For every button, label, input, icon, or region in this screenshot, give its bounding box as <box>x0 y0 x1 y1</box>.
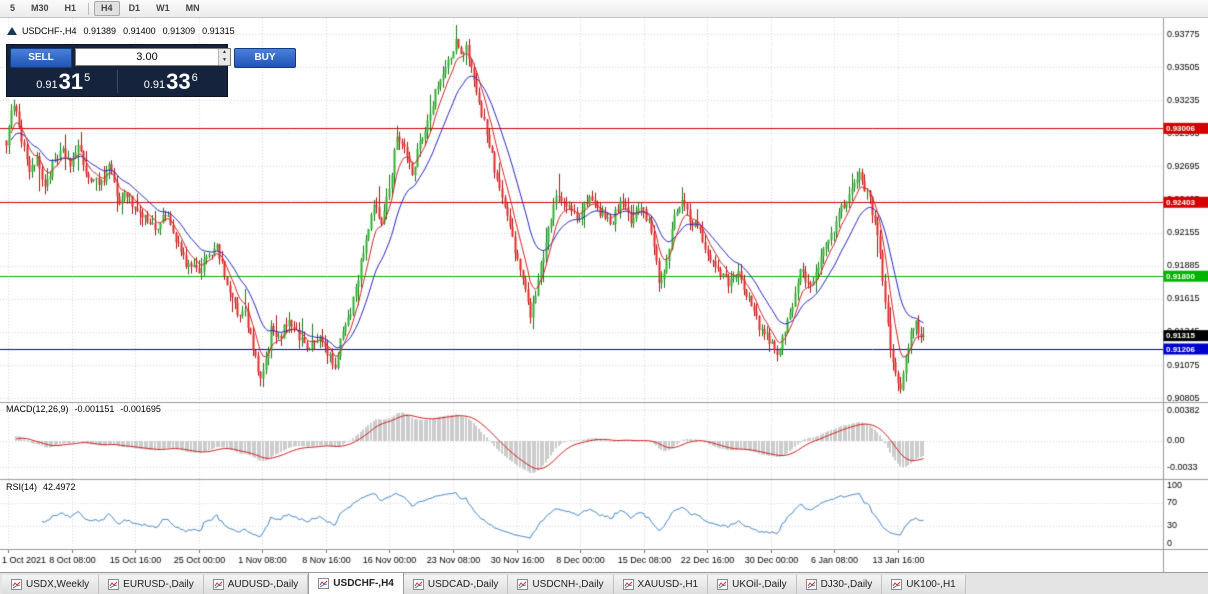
macd-value-main: -0.001151 <box>74 404 115 414</box>
chart-tab-icon <box>108 579 120 590</box>
timeframe-button-H1[interactable]: H1 <box>64 3 77 13</box>
chart-tab-icon <box>11 579 22 590</box>
chart-tab-DJ30-,Daily[interactable]: DJ30-,Daily <box>796 575 883 594</box>
macd-label: MACD(12,26,9) -0.001151 -0.001695 <box>6 404 161 414</box>
one-click-toggle-icon[interactable] <box>7 27 17 35</box>
chart-tab-label: USDCHF-,H4 <box>333 578 394 589</box>
buy-button[interactable]: BUY <box>234 48 296 68</box>
chart-header: USDCHF-,H4 0.91389 0.91400 0.91309 0.913… <box>7 26 235 36</box>
sell-button[interactable]: SELL <box>10 48 72 68</box>
buy-price-big: 33 <box>166 69 191 94</box>
rsi-value: 42.4972 <box>43 482 76 492</box>
buy-price: 0.91 33 6 <box>118 70 225 93</box>
sell-price: 0.91 31 5 <box>10 70 118 93</box>
rsi-label: RSI(14) 42.4972 <box>6 482 76 492</box>
chart-tab-icon <box>717 579 729 590</box>
ohlc-low: 0.91309 <box>162 26 196 36</box>
timeframe-button-5[interactable]: 5 <box>10 3 16 13</box>
chart-tab-icon <box>412 579 424 590</box>
sell-price-pip: 5 <box>84 72 91 84</box>
chart-tab-UKOil-,Daily[interactable]: UKOil-,Daily <box>708 575 797 594</box>
volume-up-arrow[interactable]: ▲ <box>219 49 230 57</box>
chart-tab-USDCAD-,Daily[interactable]: USDCAD-,Daily <box>403 575 509 594</box>
chart-tab-XAUUSD-,H1[interactable]: XAUUSD-,H1 <box>613 575 709 594</box>
chart-tab-UK100-,H1[interactable]: UK100-,H1 <box>882 575 966 594</box>
rsi-name: RSI(14) <box>6 482 38 492</box>
sell-price-big: 31 <box>58 69 84 94</box>
ohlc-close: 0.91315 <box>202 26 235 36</box>
timeframe-button-M30[interactable]: M30 <box>31 3 49 13</box>
chart-symbol-label: USDCHF-,H4 <box>22 26 77 36</box>
volume-input[interactable] <box>76 49 218 65</box>
chart-tab-icon <box>212 579 224 590</box>
chart-tab-label: XAUUSD-,H1 <box>637 579 699 590</box>
chart-tab-label: EURUSD-,Daily <box>123 579 194 590</box>
one-click-trading-panel: SELL ▲ ▼ BUY 0.91 31 5 0.91 33 6 <box>6 44 296 97</box>
macd-name: MACD(12,26,9) <box>6 404 69 414</box>
volume-spinner: ▲ ▼ <box>218 49 230 65</box>
price-chart-canvas[interactable] <box>0 18 1208 572</box>
timeframe-button-H4[interactable]: H4 <box>94 1 120 16</box>
chart-tab-icon <box>318 578 330 589</box>
chart-tab-AUDUSD-,Daily[interactable]: AUDUSD-,Daily <box>203 575 309 594</box>
macd-value-signal: -0.001695 <box>120 404 161 414</box>
timeframe-button-W1[interactable]: W1 <box>156 3 170 13</box>
chart-tab-label: AUDUSD-,Daily <box>227 579 299 590</box>
chart-tab-bar: USDX,Weekly EURUSD-,Daily AUDUSD-,Daily USD… <box>0 572 1208 594</box>
buy-price-pip: 6 <box>191 72 198 84</box>
timeframe-button-MN[interactable]: MN <box>185 3 200 13</box>
volume-box: ▲ ▼ <box>75 48 231 66</box>
buy-price-prefix: 0.91 <box>143 79 166 91</box>
toolbar-separator <box>88 2 90 15</box>
chart-tab-USDCHF-,H4[interactable]: USDCHF-,H4 <box>308 572 404 594</box>
chart-tab-label: USDCAD-,Daily <box>427 579 499 590</box>
chart-tab-label: UKOil-,Daily <box>732 579 787 590</box>
chart-tab-EURUSD-,Daily[interactable]: EURUSD-,Daily <box>99 575 204 594</box>
timeframe-button-D1[interactable]: D1 <box>128 3 141 13</box>
chart-tab-label: USDX,Weekly <box>26 579 90 590</box>
chart-tab-icon <box>891 579 903 590</box>
ohlc-open: 0.91389 <box>83 26 117 36</box>
volume-down-arrow[interactable]: ▼ <box>219 57 230 65</box>
chart-tab-label: USDCNH-,Daily <box>532 579 604 590</box>
chart-tab-icon <box>805 579 817 590</box>
chart-tab-icon <box>517 579 529 590</box>
chart-tab-USDCNH-,Daily[interactable]: USDCNH-,Daily <box>508 575 614 594</box>
timeframe-toolbar: 5 M30 H1 H4 D1 W1 MN <box>0 0 1208 18</box>
sell-price-prefix: 0.91 <box>36 79 58 91</box>
chart-tab-icon <box>622 579 634 590</box>
chart-tab-label: UK100-,H1 <box>906 579 956 590</box>
chart-tab-USDX,Weekly[interactable]: USDX,Weekly <box>2 575 100 594</box>
chart-tab-label: DJ30-,Daily <box>820 579 873 590</box>
ohlc-high: 0.91400 <box>123 26 156 36</box>
